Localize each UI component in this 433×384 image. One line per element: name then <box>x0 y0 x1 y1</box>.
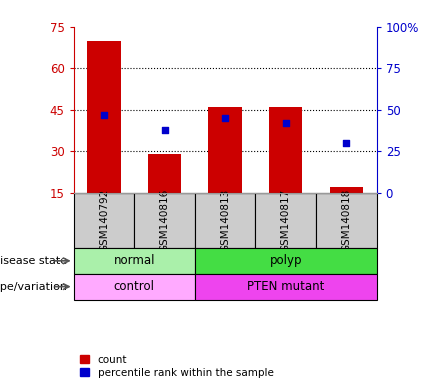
Bar <box>195 193 255 248</box>
Text: genotype/variation: genotype/variation <box>0 281 68 291</box>
Text: polyp: polyp <box>269 254 302 267</box>
Text: normal: normal <box>113 254 155 267</box>
Point <box>161 127 168 133</box>
Bar <box>87 41 120 193</box>
Bar <box>134 193 195 248</box>
Bar <box>255 193 316 248</box>
Text: GSM140792: GSM140792 <box>99 189 109 252</box>
Bar <box>330 187 363 193</box>
Text: GSM140818: GSM140818 <box>341 189 352 252</box>
Point <box>222 115 229 121</box>
Text: GSM140813: GSM140813 <box>220 189 230 252</box>
Bar <box>74 274 195 300</box>
Text: GSM140816: GSM140816 <box>159 189 170 252</box>
Text: GSM140817: GSM140817 <box>281 189 291 252</box>
Point <box>282 120 289 126</box>
Text: disease state: disease state <box>0 256 68 266</box>
Point <box>100 112 107 118</box>
Bar <box>74 193 134 248</box>
Bar <box>269 107 303 193</box>
Bar <box>316 193 377 248</box>
Bar <box>195 274 377 300</box>
Text: control: control <box>114 280 155 293</box>
Bar <box>148 154 181 193</box>
Text: PTEN mutant: PTEN mutant <box>247 280 324 293</box>
Bar <box>195 248 377 274</box>
Legend: count, percentile rank within the sample: count, percentile rank within the sample <box>79 354 275 379</box>
Bar <box>209 107 242 193</box>
Bar <box>74 248 195 274</box>
Point <box>343 140 350 146</box>
